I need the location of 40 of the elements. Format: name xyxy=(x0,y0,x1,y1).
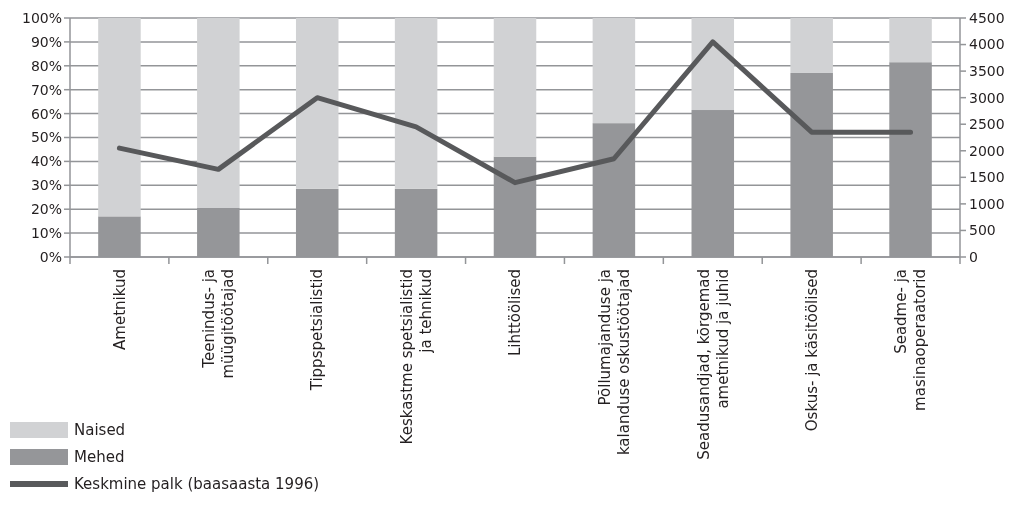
y-tick-label: 30% xyxy=(30,177,62,194)
y-tick-label: 20% xyxy=(30,201,62,218)
y2-tick-label: 500 xyxy=(969,222,996,239)
legend-label: Mehed xyxy=(74,448,125,467)
y-tick-label: 100% xyxy=(21,9,62,26)
x-tick-label: Oskus- ja käsitöölised xyxy=(802,269,821,432)
y-tick-label: 0% xyxy=(39,248,62,265)
y2-tick-label: 1500 xyxy=(969,169,1005,186)
bar xyxy=(197,18,240,209)
y-tick-label: 80% xyxy=(30,57,62,74)
y-tick-label: 40% xyxy=(30,153,62,170)
bar xyxy=(98,18,141,217)
bar xyxy=(889,18,932,63)
y2-tick-label: 1000 xyxy=(969,195,1005,212)
bar xyxy=(592,18,636,124)
y2-tick-label: 3500 xyxy=(969,63,1005,80)
y2-tick-label: 3000 xyxy=(969,89,1005,106)
x-tick-label: Seadme- ja masinaoperaatorid xyxy=(892,269,930,411)
y-tick-label: 60% xyxy=(30,105,62,122)
y2-tick-label: 2000 xyxy=(969,142,1005,159)
y2-tick-label: 0 xyxy=(969,248,978,265)
legend-label: Naised xyxy=(74,421,126,440)
x-tick-label: Teenindus- ja müügitöötajad xyxy=(200,269,238,379)
y-tick-label: 90% xyxy=(30,33,62,50)
y2-tick-label: 4500 xyxy=(969,9,1005,26)
y2-tick-label: 2500 xyxy=(969,116,1005,133)
bar xyxy=(295,18,339,189)
bar xyxy=(790,18,833,73)
legend-label: Keskmine palk (baasaasta 1996) xyxy=(74,475,320,494)
bar xyxy=(394,18,438,189)
x-tick-label: Lihttöölised xyxy=(506,269,525,357)
x-tick-label: Keskastme spetsialistid ja tehnikud xyxy=(397,269,435,445)
x-tick-label: Ametnikud xyxy=(110,269,129,350)
bar xyxy=(493,18,537,157)
y-tick-label: 70% xyxy=(30,81,62,98)
x-tick-label: Tippspetsialistid xyxy=(308,269,327,392)
bar xyxy=(691,18,735,111)
y-tick-label: 50% xyxy=(30,129,62,146)
y2-tick-label: 4000 xyxy=(969,36,1005,53)
y-tick-label: 10% xyxy=(30,225,62,241)
